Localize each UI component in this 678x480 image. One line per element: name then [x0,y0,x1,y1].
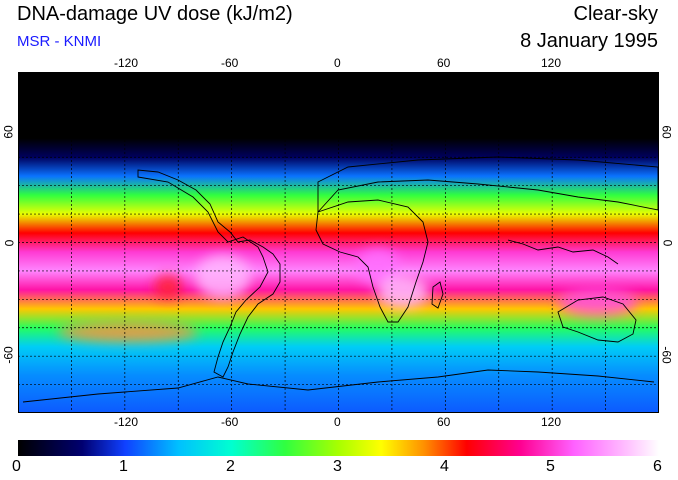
colorbar-label-4: 4 [440,458,449,475]
colorbar-ramp [18,440,659,456]
lon-tick-bottom-e60: 60 [437,415,451,429]
lat-tick-left-s60: -60 [1,346,16,364]
peak-africa-central [356,249,400,285]
lon-tick-top-w60: -60 [221,56,239,70]
coast-eurasia [317,156,659,214]
colorbar [18,440,659,456]
map-title: DNA-damage UV dose (kJ/m2) [17,3,293,25]
graticule [18,72,659,413]
peak-south-america [195,255,251,299]
colorbar-label-1: 1 [119,458,128,475]
lat-tick-right-s60: -60 [659,346,674,364]
coast-madagascar [431,281,444,309]
colorbar-label-2: 2 [226,458,235,475]
colorbar-label-3: 3 [333,458,342,475]
lon-tick-bottom-w60: -60 [221,415,239,429]
lat-tick-left-n60: 60 [1,125,16,139]
map-border [18,72,659,413]
lon-tick-bottom-e120: 120 [541,415,562,429]
colorbar-label-6: 6 [653,458,662,475]
lat-tick-left-0: 0 [2,239,17,247]
coast-australia [557,296,637,343]
coast-antarctica [22,369,655,403]
source-credit: MSR - KNMI [17,33,102,50]
date-label: 8 January 1995 [520,30,658,52]
colorbar-label-5: 5 [546,458,555,475]
sky-mode-label: Clear-sky [573,3,658,25]
dose-variations [58,249,638,342]
coastlines [22,156,659,403]
colorbar-label-0: 0 [12,458,21,475]
peak-australia [558,288,638,316]
lon-tick-top-0: 0 [334,56,341,70]
lon-tick-top-w120: -120 [114,56,139,70]
lon-tick-top-e60: 60 [437,56,451,70]
uv-dose-map-svg [18,72,659,413]
coast-africa [315,199,429,323]
coast-indonesia [507,239,619,265]
peak-southern-africa [377,276,429,308]
lon-tick-bottom-0: 0 [334,415,341,429]
spot-pacific [154,275,182,299]
band-south-pacific [58,322,198,342]
coast-americas [137,169,281,378]
lon-tick-top-e120: 120 [541,56,562,70]
lon-tick-bottom-w120: -120 [114,415,139,429]
lat-tick-right-n60: 60 [659,125,674,139]
lat-tick-right-0: 0 [660,239,675,247]
uv-dose-map [18,72,659,413]
